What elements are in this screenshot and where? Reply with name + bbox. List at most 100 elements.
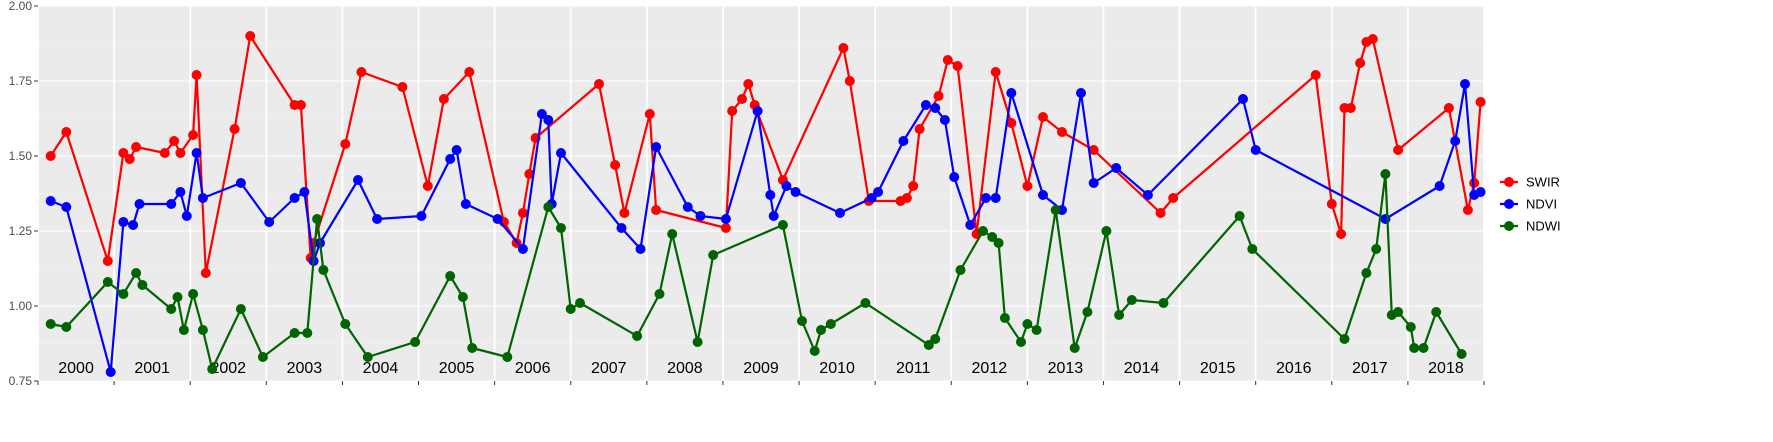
- data-point-ndwi: [257, 352, 268, 362]
- data-point-ndvi: [682, 202, 693, 212]
- data-point-ndwi: [809, 346, 820, 356]
- data-point-ndwi: [825, 319, 836, 329]
- data-point-ndwi: [61, 322, 72, 332]
- data-point-swir: [1038, 112, 1048, 122]
- data-point-swir: [838, 43, 849, 53]
- data-point-ndvi: [235, 178, 246, 188]
- data-point-ndvi: [835, 208, 845, 218]
- data-point-swir: [1345, 103, 1356, 113]
- legend-item-ndwi: NDWI: [1500, 219, 1561, 234]
- data-point-ndwi: [502, 352, 513, 362]
- year-labels: 2000 2001 2002 2003 2004 2005 2006 2007 2008 2009…: [58, 360, 1464, 377]
- data-point-swir: [124, 154, 135, 164]
- data-point-ndwi: [692, 337, 703, 347]
- data-point-swir: [727, 106, 738, 116]
- year-label: 2013: [1048, 360, 1084, 377]
- data-point-swir: [737, 94, 747, 104]
- data-point-ndwi: [1393, 307, 1404, 317]
- data-point-ndwi: [1456, 349, 1467, 359]
- data-point-swir: [594, 79, 604, 89]
- data-point-ndwi: [1016, 337, 1026, 347]
- legend-item-swir: SWIR: [1500, 175, 1560, 190]
- data-point-ndvi: [695, 211, 706, 221]
- series-line-ndwi: [50, 172, 1463, 371]
- year-label: 2016: [1276, 360, 1312, 377]
- data-point-ndwi: [667, 229, 678, 239]
- data-point-ndwi: [999, 313, 1010, 323]
- data-point-swir: [464, 67, 475, 77]
- data-point-swir: [1006, 118, 1017, 128]
- data-point-ndwi: [102, 277, 113, 287]
- data-point-ndwi: [178, 325, 189, 335]
- year-label: 2007: [591, 360, 627, 377]
- data-point-ndwi: [457, 292, 468, 302]
- year-label: 2003: [287, 360, 323, 377]
- y-tick-label: 1.00: [9, 299, 33, 313]
- data-point-ndwi: [543, 202, 554, 212]
- data-point-swir: [1393, 145, 1404, 155]
- data-point-ndwi: [1022, 319, 1033, 329]
- data-point-ndwi: [777, 220, 788, 230]
- data-point-ndwi: [362, 352, 373, 362]
- data-point-ndwi: [708, 250, 719, 260]
- data-point-ndvi: [1038, 190, 1048, 200]
- data-point-swir: [118, 148, 129, 158]
- data-point-ndvi: [898, 136, 909, 146]
- data-point-ndvi: [416, 211, 427, 221]
- data-point-swir: [397, 82, 408, 92]
- data-point-ndwi: [235, 304, 246, 314]
- data-point-swir: [169, 136, 180, 146]
- x-axis: [37, 381, 1485, 385]
- data-point-ndwi: [1031, 325, 1042, 335]
- data-point-ndvi: [1238, 94, 1248, 104]
- year-label: 2004: [363, 360, 399, 377]
- data-point-ndwi: [207, 364, 218, 374]
- data-point-swir: [438, 94, 449, 104]
- year-label: 2012: [972, 360, 1008, 377]
- data-point-swir: [356, 67, 367, 77]
- data-point-ndvi: [1250, 145, 1261, 155]
- data-point-ndwi: [289, 328, 300, 338]
- data-point-ndvi: [990, 193, 1001, 203]
- data-point-ndvi: [635, 244, 646, 254]
- year-label: 2018: [1428, 360, 1464, 377]
- data-point-ndvi: [616, 223, 627, 233]
- data-point-ndwi: [1405, 322, 1416, 332]
- data-point-ndwi: [1247, 244, 1258, 254]
- data-point-swir: [942, 55, 953, 65]
- data-point-ndwi: [632, 331, 643, 341]
- data-point-swir: [1326, 199, 1337, 209]
- series-layer: [45, 31, 1486, 377]
- data-point-swir: [1367, 34, 1378, 44]
- data-point-swir: [619, 208, 630, 218]
- data-point-ndwi: [797, 316, 807, 326]
- data-point-ndvi: [1111, 163, 1122, 173]
- data-point-ndwi: [131, 268, 142, 278]
- data-point-swir: [175, 148, 186, 158]
- data-point-swir: [1168, 193, 1179, 203]
- data-point-ndvi: [1450, 136, 1461, 146]
- data-point-ndwi: [1418, 343, 1429, 353]
- data-point-ndwi: [978, 226, 988, 236]
- y-tick-label: 1.75: [9, 74, 33, 88]
- data-point-swir: [188, 130, 199, 140]
- series-ndvi: [45, 79, 1486, 377]
- data-point-swir: [610, 160, 621, 170]
- data-point-ndwi: [993, 238, 1004, 248]
- data-point-ndvi: [1006, 88, 1017, 98]
- data-point-ndvi: [752, 106, 763, 116]
- data-point-swir: [295, 100, 306, 110]
- data-point-ndvi: [768, 211, 779, 221]
- data-point-ndwi: [1114, 310, 1125, 320]
- data-point-ndvi: [1076, 88, 1086, 98]
- data-point-ndwi: [1126, 295, 1137, 305]
- data-point-swir: [743, 79, 754, 89]
- data-point-swir: [901, 193, 912, 203]
- data-point-ndwi: [302, 328, 313, 338]
- data-point-ndwi: [312, 214, 323, 224]
- data-point-ndwi: [556, 223, 566, 233]
- data-point-ndwi: [930, 334, 941, 344]
- data-point-swir: [720, 223, 731, 233]
- data-point-ndwi: [1380, 169, 1391, 179]
